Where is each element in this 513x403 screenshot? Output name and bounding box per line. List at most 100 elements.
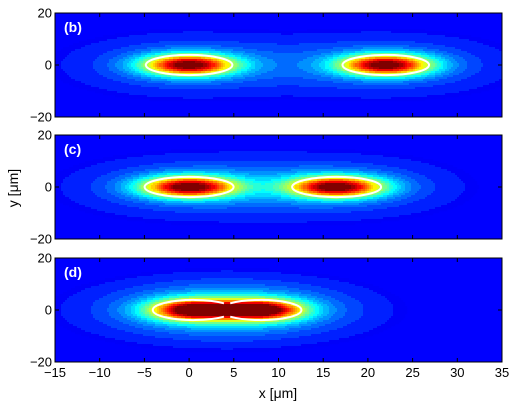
heatmap-cell <box>209 67 212 70</box>
heatmap-cell <box>369 47 372 50</box>
heatmap-cell <box>77 51 80 54</box>
heatmap-cell <box>301 73 304 76</box>
heatmap-cell <box>193 35 196 38</box>
heatmap-cell <box>65 71 68 74</box>
heatmap-cell <box>169 51 172 54</box>
heatmap-cell <box>491 49 494 52</box>
heatmap-cell <box>279 59 282 62</box>
heatmap-cell <box>355 55 358 58</box>
heatmap-cell <box>165 47 168 50</box>
heatmap-cell <box>257 33 260 36</box>
heatmap-cell <box>473 73 476 76</box>
heatmap-cell <box>279 35 282 38</box>
heatmap-cell <box>77 57 80 60</box>
heatmap-cell <box>413 45 416 48</box>
heatmap-cell <box>479 41 482 44</box>
heatmap-cell <box>265 65 268 68</box>
heatmap-cell <box>187 49 190 52</box>
heatmap-cell <box>457 63 460 66</box>
heatmap-cell <box>291 53 294 56</box>
heatmap-cell <box>113 49 116 52</box>
heatmap-cell <box>425 45 428 48</box>
heatmap-cell <box>405 51 408 54</box>
heatmap-cell <box>157 37 160 40</box>
heatmap-cell <box>137 49 140 52</box>
heatmap-cell <box>305 35 308 38</box>
heatmap-cell <box>133 37 136 40</box>
heatmap-cell <box>423 53 426 56</box>
heatmap-cell <box>277 57 280 60</box>
heatmap-cell <box>175 59 178 62</box>
heatmap-cell <box>191 33 194 36</box>
heatmap-cell <box>73 59 76 62</box>
heatmap-cell <box>341 61 344 64</box>
heatmap-cell <box>71 67 74 70</box>
heatmap-cell <box>183 43 186 46</box>
heatmap-cell <box>347 39 350 42</box>
heatmap-cell <box>191 49 194 52</box>
heatmap-cell <box>347 71 350 74</box>
heatmap-cell <box>445 45 448 48</box>
heatmap-cell <box>175 41 178 44</box>
heatmap-cell <box>87 75 90 78</box>
heatmap-cell <box>343 35 346 38</box>
heatmap-cell <box>451 35 454 38</box>
heatmap-cell <box>177 63 180 66</box>
heatmap-cell <box>303 39 306 42</box>
heatmap-cell <box>393 37 396 40</box>
heatmap-cell <box>203 67 206 70</box>
heatmap-cell <box>187 59 190 62</box>
heatmap-cell <box>125 51 128 54</box>
heatmap-cell <box>311 33 314 36</box>
heatmap-cell <box>385 67 388 70</box>
heatmap-cell <box>151 39 154 42</box>
heatmap-cell <box>89 55 92 58</box>
heatmap-cell <box>253 53 256 56</box>
heatmap-cell <box>167 43 170 46</box>
heatmap-cell <box>299 53 302 56</box>
heatmap-cell <box>243 49 246 52</box>
heatmap-cell <box>247 49 250 52</box>
heatmap-cell <box>95 59 98 62</box>
heatmap-cell <box>321 69 324 72</box>
heatmap-cell <box>457 41 460 44</box>
heatmap-cell <box>361 37 364 40</box>
heatmap-cell <box>175 45 178 48</box>
heatmap-cell <box>389 47 392 50</box>
heatmap-cell <box>95 49 98 52</box>
heatmap-cell <box>249 65 252 68</box>
heatmap-cell <box>281 53 284 56</box>
heatmap-cell <box>135 51 138 54</box>
heatmap-cell <box>57 59 60 62</box>
heatmap-cell <box>389 29 392 32</box>
heatmap-cell <box>335 45 338 48</box>
heatmap-cell <box>419 39 422 42</box>
heatmap-cell <box>413 51 416 54</box>
heatmap-cell <box>93 71 96 74</box>
heatmap-cell <box>469 57 472 60</box>
heatmap-cell <box>185 59 188 62</box>
heatmap-cell <box>135 67 138 70</box>
heatmap-cell <box>295 47 298 50</box>
heatmap-cell <box>459 53 462 56</box>
heatmap-cell <box>221 69 224 72</box>
heatmap-cell <box>265 37 268 40</box>
heatmap-cell <box>437 35 440 38</box>
heatmap-cell <box>227 49 230 52</box>
heatmap-cell <box>417 49 420 52</box>
heatmap-cell <box>429 49 432 52</box>
heatmap-cell <box>457 47 460 50</box>
heatmap-cell <box>125 45 128 48</box>
heatmap-cell <box>167 65 170 68</box>
heatmap-cell <box>123 39 126 42</box>
heatmap-cell <box>191 51 194 54</box>
heatmap-cell <box>349 37 352 40</box>
heatmap-cell <box>327 35 330 38</box>
heatmap-cell <box>59 71 62 74</box>
heatmap-cell <box>463 61 466 64</box>
heatmap-cell <box>113 37 116 40</box>
heatmap-cell <box>497 61 500 64</box>
heatmap-cell <box>461 53 464 56</box>
heatmap-cell <box>491 71 494 74</box>
heatmap-cell <box>385 61 388 64</box>
